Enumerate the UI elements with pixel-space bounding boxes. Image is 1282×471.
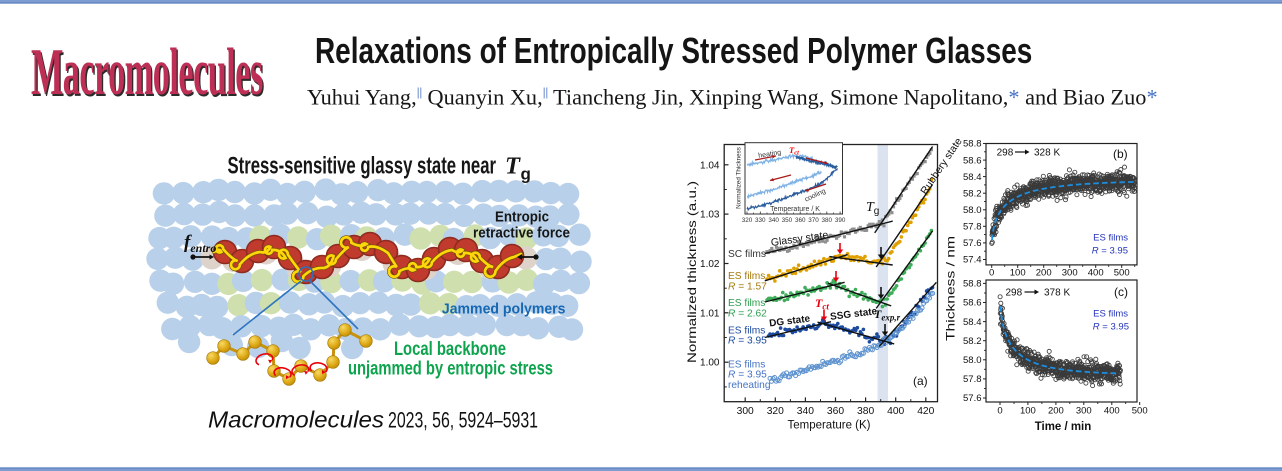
svg-text:58.6: 58.6 bbox=[963, 155, 982, 166]
svg-text:57.6: 57.6 bbox=[963, 238, 982, 249]
svg-text:R = 3.95: R = 3.95 bbox=[728, 370, 767, 381]
svg-text:420: 420 bbox=[917, 406, 934, 417]
svg-text:300: 300 bbox=[737, 406, 754, 417]
svg-text:Tct: Tct bbox=[815, 296, 829, 312]
svg-text:SC films: SC films bbox=[728, 249, 766, 260]
svg-text:reheating: reheating bbox=[728, 380, 771, 391]
svg-text:R = 3.95: R = 3.95 bbox=[1093, 322, 1129, 333]
svg-text:unjammed by entropic stress: unjammed by entropic stress bbox=[348, 358, 553, 380]
svg-text:340: 340 bbox=[768, 217, 779, 224]
svg-text:Tg: Tg bbox=[866, 200, 879, 217]
svg-text:Normalized thickness (a.u.): Normalized thickness (a.u.) bbox=[685, 181, 699, 363]
svg-text:378 K: 378 K bbox=[1044, 288, 1070, 299]
svg-text:200: 200 bbox=[1048, 406, 1064, 417]
svg-text:500: 500 bbox=[1114, 268, 1130, 279]
svg-text:2023, 56, 5924–5931: 2023, 56, 5924–5931 bbox=[388, 408, 538, 433]
svg-text:Thickness / nm: Thickness / nm bbox=[944, 236, 958, 341]
svg-text:Jammed polymers: Jammed polymers bbox=[442, 301, 566, 318]
svg-text:57.6: 57.6 bbox=[963, 393, 982, 404]
svg-text:(c): (c) bbox=[1114, 285, 1128, 299]
svg-text:500: 500 bbox=[1132, 406, 1148, 417]
svg-text:R = 2.62: R = 2.62 bbox=[728, 309, 767, 320]
svg-text:350: 350 bbox=[782, 217, 793, 224]
svg-text:1.00: 1.00 bbox=[700, 358, 720, 369]
svg-text:360: 360 bbox=[827, 406, 844, 417]
svg-text:57.8: 57.8 bbox=[963, 222, 982, 233]
svg-text:390: 390 bbox=[835, 217, 846, 224]
svg-text:Tct: Tct bbox=[789, 145, 799, 157]
svg-text:heating: heating bbox=[758, 149, 782, 160]
svg-text:57.8: 57.8 bbox=[963, 374, 982, 385]
svg-text:Temperature (K): Temperature (K) bbox=[788, 418, 871, 432]
svg-text:ES films: ES films bbox=[728, 298, 765, 309]
svg-text:58.0: 58.0 bbox=[963, 205, 982, 216]
svg-text:R = 3.95: R = 3.95 bbox=[728, 336, 767, 347]
svg-text:58.2: 58.2 bbox=[963, 336, 982, 347]
svg-text:57.4: 57.4 bbox=[963, 255, 982, 266]
svg-text:380: 380 bbox=[857, 406, 874, 417]
svg-text:R = 3.95: R = 3.95 bbox=[1092, 246, 1128, 257]
svg-text:400: 400 bbox=[887, 406, 904, 417]
svg-text:58.4: 58.4 bbox=[963, 317, 982, 328]
svg-text:Macromolecules: Macromolecules bbox=[208, 407, 385, 433]
svg-text:ES films: ES films bbox=[728, 271, 765, 282]
svg-text:328 K: 328 K bbox=[1034, 148, 1060, 159]
svg-text:298: 298 bbox=[1006, 288, 1023, 299]
svg-text:1.02: 1.02 bbox=[700, 259, 720, 270]
svg-text:58.8: 58.8 bbox=[963, 279, 982, 290]
svg-text:(a): (a) bbox=[913, 374, 928, 388]
svg-text:T: T bbox=[505, 153, 521, 180]
svg-text:320: 320 bbox=[742, 217, 753, 224]
svg-text:300: 300 bbox=[1062, 268, 1078, 279]
svg-text:298: 298 bbox=[997, 148, 1014, 159]
svg-text:1.03: 1.03 bbox=[700, 210, 720, 221]
svg-text:Entropic: Entropic bbox=[495, 209, 549, 226]
svg-text:58.0: 58.0 bbox=[963, 355, 982, 366]
svg-text:ES films: ES films bbox=[728, 360, 765, 371]
svg-text:400: 400 bbox=[1088, 268, 1104, 279]
svg-text:(b): (b) bbox=[1113, 147, 1128, 161]
svg-text:retractive force: retractive force bbox=[473, 225, 570, 242]
svg-text:330: 330 bbox=[755, 217, 766, 224]
svg-text:1.01: 1.01 bbox=[700, 308, 720, 319]
svg-text:58.2: 58.2 bbox=[963, 188, 982, 199]
svg-text:300: 300 bbox=[1076, 406, 1092, 417]
svg-text:R = 1.57: R = 1.57 bbox=[728, 282, 767, 293]
svg-text:Local backbone: Local backbone bbox=[394, 338, 506, 360]
svg-text:380: 380 bbox=[822, 217, 833, 224]
svg-text:340: 340 bbox=[797, 406, 814, 417]
svg-text:Stress-sensitive glassy state: Stress-sensitive glassy state near bbox=[228, 153, 497, 180]
svg-text:200: 200 bbox=[1036, 268, 1052, 279]
svg-text:100: 100 bbox=[1020, 406, 1036, 417]
svg-text:100: 100 bbox=[1010, 268, 1026, 279]
svg-text:0: 0 bbox=[997, 406, 1002, 417]
svg-text:Normalized Thickness: Normalized Thickness bbox=[736, 147, 743, 209]
svg-text:g: g bbox=[521, 165, 531, 184]
svg-text:ES films: ES films bbox=[728, 326, 765, 337]
svg-text:DG state: DG state bbox=[769, 314, 812, 330]
svg-text:360: 360 bbox=[795, 217, 806, 224]
svg-text:1.04: 1.04 bbox=[700, 160, 720, 171]
svg-text:370: 370 bbox=[808, 217, 819, 224]
svg-text:ES films: ES films bbox=[1093, 233, 1128, 244]
svg-text:0: 0 bbox=[989, 268, 994, 279]
svg-text:58.4: 58.4 bbox=[963, 172, 982, 183]
svg-text:ES films: ES films bbox=[1093, 309, 1128, 320]
svg-text:400: 400 bbox=[1104, 406, 1120, 417]
svg-text:320: 320 bbox=[767, 406, 784, 417]
svg-text:58.6: 58.6 bbox=[963, 298, 982, 309]
svg-text:Time / min: Time / min bbox=[1035, 419, 1092, 433]
svg-text:Temperature / K: Temperature / K bbox=[770, 206, 820, 213]
svg-text:58.8: 58.8 bbox=[963, 139, 982, 150]
svg-text:SSG state: SSG state bbox=[830, 306, 879, 323]
